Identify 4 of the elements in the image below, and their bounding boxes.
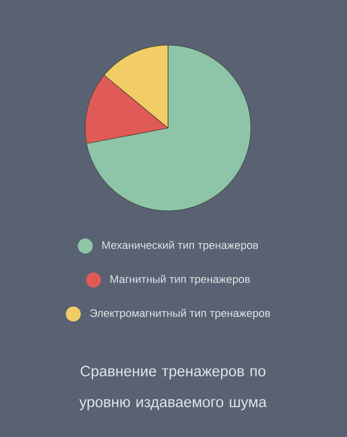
chart-title: Сравнение тренажеров по уровню издаваемого шума xyxy=(79,366,267,410)
legend-label: Магнитный тип тренажеров xyxy=(110,274,250,286)
legend-label: Механический тип тренажеров xyxy=(102,240,258,252)
legend-label: Электромагнитный тип тренажеров xyxy=(90,308,270,320)
